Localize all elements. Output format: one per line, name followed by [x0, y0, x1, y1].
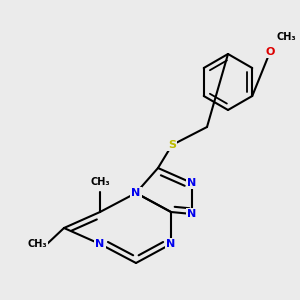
Text: N: N — [131, 188, 141, 198]
Text: N: N — [95, 239, 105, 249]
Text: S: S — [168, 140, 176, 150]
Text: N: N — [167, 239, 176, 249]
Text: O: O — [265, 47, 275, 57]
Text: CH₃: CH₃ — [27, 239, 47, 249]
Text: N: N — [188, 209, 196, 219]
Text: CH₃: CH₃ — [90, 177, 110, 187]
Text: CH₃: CH₃ — [276, 32, 296, 42]
Text: N: N — [188, 178, 196, 188]
